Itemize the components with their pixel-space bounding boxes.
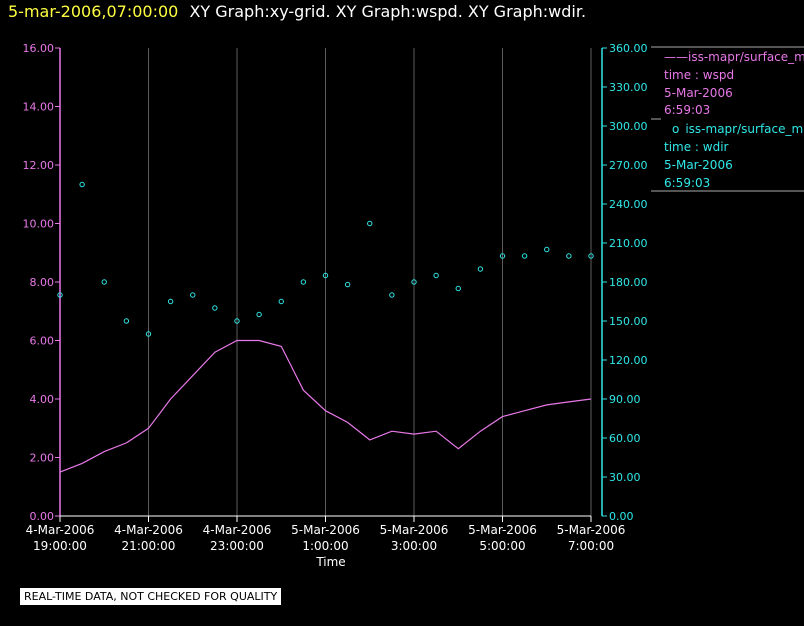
wdir-series xyxy=(57,181,594,337)
wdir-point xyxy=(322,272,329,279)
right-tick-label: 270.00 xyxy=(609,159,648,172)
left-y-axis: 0.00 2.00 4.00 6.00 8.00 10.00 12.00 14.00 16.00 xyxy=(23,42,61,523)
right-tick-label: 0.00 xyxy=(609,510,634,523)
x-tick-time: 23:00:00 xyxy=(210,539,264,553)
x-tick-time: 21:00:00 xyxy=(122,539,176,553)
left-tick-label: 10.00 xyxy=(23,218,55,231)
x-tick-time: 1:00:00 xyxy=(302,539,348,553)
title-graph-list: XY Graph:xy-grid. XY Graph:wspd. XY Grap… xyxy=(189,2,587,21)
x-tick-date: 5-Mar-2006 xyxy=(557,523,626,537)
legend-wdir-time: 6:59:03 xyxy=(664,176,711,190)
left-tick-label: 4.00 xyxy=(30,393,55,406)
title-bar: 5-mar-2006,07:00:00 XY Graph:xy-grid. XY… xyxy=(8,2,586,21)
wdir-point xyxy=(477,266,484,272)
wdir-point xyxy=(167,298,174,305)
wdir-point xyxy=(123,318,130,324)
wdir-point xyxy=(566,253,572,259)
wdir-point xyxy=(521,253,528,259)
wdir-point xyxy=(433,272,439,279)
legend-wspd-date: 5-Mar-2006 xyxy=(664,86,733,100)
wdir-point xyxy=(344,281,351,288)
right-tick-label: 60.00 xyxy=(609,432,641,445)
left-tick-label: 0.00 xyxy=(30,510,55,523)
wdir-point xyxy=(190,292,196,298)
x-tick-time: 19:00:00 xyxy=(33,539,87,553)
wdir-point xyxy=(278,298,284,305)
x-tick-date: 5-Mar-2006 xyxy=(291,523,360,537)
right-tick-label: 300.00 xyxy=(609,120,648,133)
legend-wspd-label: time : wspd xyxy=(664,68,735,82)
wdir-point xyxy=(588,253,594,259)
wdir-point xyxy=(455,285,461,292)
x-tick-time: 7:00:00 xyxy=(568,539,614,553)
legend-wdir-label: time : wdir xyxy=(664,140,729,154)
wspd-line xyxy=(59,339,592,473)
wdir-point xyxy=(101,279,107,285)
x-tick-date: 5-Mar-2006 xyxy=(468,523,537,537)
left-tick-label: 6.00 xyxy=(30,335,55,348)
quality-disclaimer: REAL-TIME DATA, NOT CHECKED FOR QUALITY xyxy=(20,588,282,605)
legend-wdir-series: o iss-mapr/surface_m xyxy=(672,122,804,136)
right-tick-label: 330.00 xyxy=(609,81,648,94)
left-tick-label: 2.00 xyxy=(30,452,55,465)
right-tick-label: 30.00 xyxy=(609,471,641,484)
legend-wspd-time: 6:59:03 xyxy=(664,103,711,117)
title-date-time: 5-mar-2006,07:00:00 xyxy=(8,2,179,21)
right-tick-label: 90.00 xyxy=(609,393,641,406)
right-tick-label: 360.00 xyxy=(609,42,648,55)
wdir-point xyxy=(499,253,506,259)
x-axis-label: Time xyxy=(315,555,345,569)
x-tick-time: 3:00:00 xyxy=(391,539,437,553)
grid xyxy=(148,48,592,516)
x-tick-date: 4-Mar-2006 xyxy=(203,523,272,537)
right-tick-label: 240.00 xyxy=(609,198,648,211)
wdir-point xyxy=(367,220,373,227)
wspd-series xyxy=(59,339,592,473)
wdir-point xyxy=(234,318,240,324)
right-tick-label: 210.00 xyxy=(609,237,648,250)
wdir-point xyxy=(300,279,307,285)
x-tick-date: 5-Mar-2006 xyxy=(380,523,449,537)
wdir-point xyxy=(256,311,262,318)
wdir-point xyxy=(79,181,85,188)
wdir-point xyxy=(544,246,550,253)
right-tick-label: 120.00 xyxy=(609,354,648,367)
right-tick-label: 150.00 xyxy=(609,315,648,328)
legend-wspd-series: ——iss-mapr/surface_m xyxy=(664,50,804,64)
left-tick-label: 16.00 xyxy=(23,42,55,55)
legend-line-marker: —— xyxy=(664,50,688,64)
x-tick-date: 4-Mar-2006 xyxy=(26,523,95,537)
wdir-point xyxy=(57,292,63,298)
left-tick-label: 8.00 xyxy=(30,276,55,289)
legend-wdir-date: 5-Mar-2006 xyxy=(664,158,733,172)
right-y-axis: 0.00 30.00 60.00 90.00 120.00 150.00 180.00 210… xyxy=(601,42,648,523)
x-tick-date: 4-Mar-2006 xyxy=(114,523,183,537)
left-tick-label: 12.00 xyxy=(23,159,55,172)
legend-point-marker: o xyxy=(672,122,680,136)
left-tick-label: 14.00 xyxy=(23,101,55,114)
x-tick-time: 5:00:00 xyxy=(479,539,525,553)
wdir-point xyxy=(389,292,395,298)
wdir-point xyxy=(212,305,218,311)
wdir-point xyxy=(411,279,417,285)
right-tick-label: 180.00 xyxy=(609,276,648,289)
x-axis: 4-Mar-2006 19:00:00 4-Mar-2006 21:00:00 4-Ma… xyxy=(26,515,626,553)
wdir-point xyxy=(145,331,152,337)
